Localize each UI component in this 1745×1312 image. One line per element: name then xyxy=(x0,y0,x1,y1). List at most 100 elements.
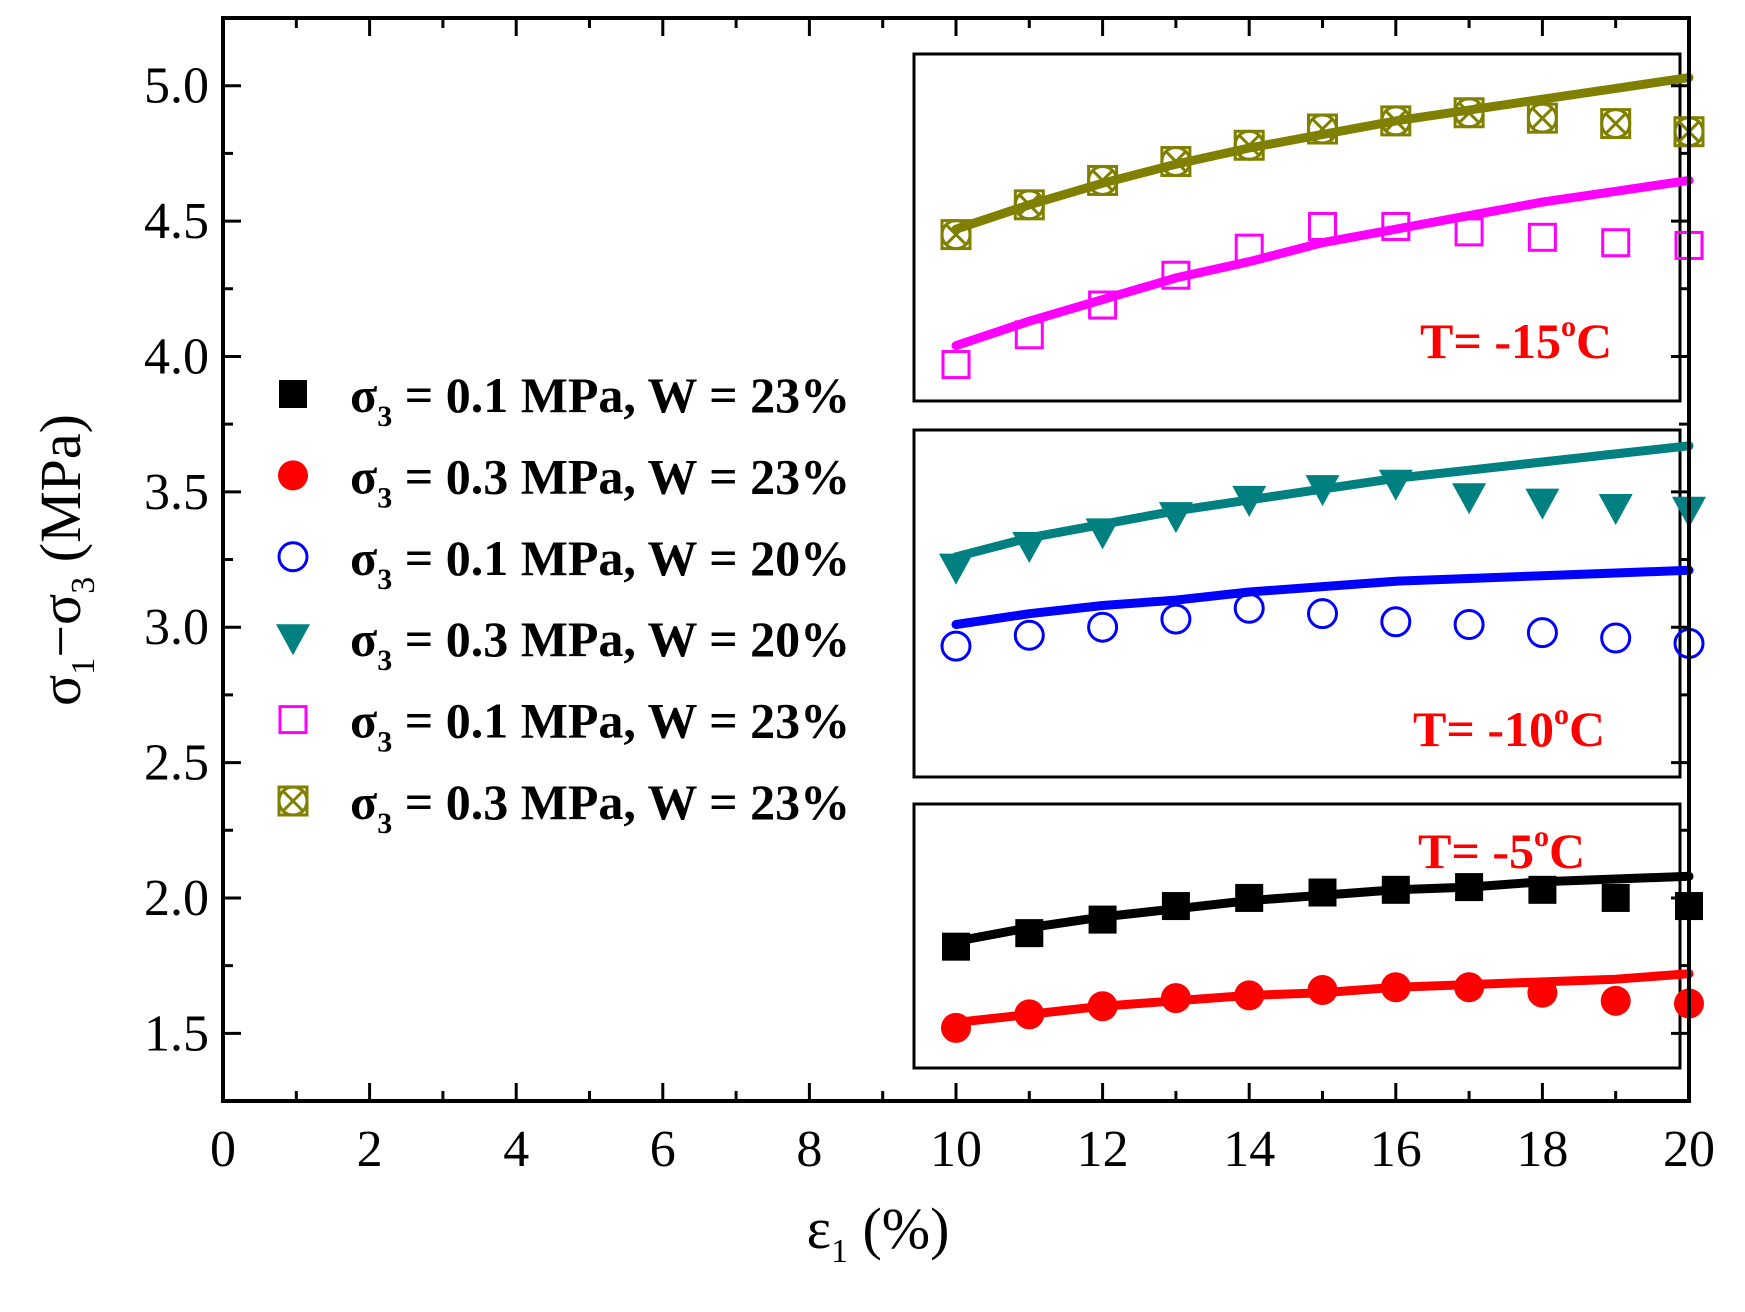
data-point-series-4 xyxy=(1308,211,1337,241)
marker-shape xyxy=(1233,592,1265,624)
data-point-series-4 xyxy=(941,350,971,380)
data-point-series-4 xyxy=(1161,260,1191,290)
marker-shape xyxy=(1088,290,1118,320)
data-point-series-0 xyxy=(1381,875,1410,904)
data-point-series-1 xyxy=(1160,983,1191,1014)
legend-label-text: = 0.1 MPa, W = 23% xyxy=(392,693,850,749)
x-tick-label: 14 xyxy=(1223,1121,1275,1178)
marker-shape xyxy=(1452,483,1487,515)
data-point-series-0 xyxy=(1601,883,1630,912)
data-point-series-0 xyxy=(1528,875,1557,904)
marker-shape xyxy=(1158,502,1193,534)
marker-shape xyxy=(1310,116,1335,142)
marker-shape xyxy=(1088,905,1117,934)
data-point-series-4 xyxy=(1381,211,1411,241)
data-point-series-5 xyxy=(1233,129,1265,161)
marker-shape xyxy=(1087,991,1118,1022)
marker-shape xyxy=(1528,875,1557,904)
legend-label-text: = 0.3 MPa, W = 20% xyxy=(392,611,850,667)
legend-label-text: = 0.3 MPa, W = 23% xyxy=(392,774,850,830)
x-tick-label: 18 xyxy=(1516,1121,1568,1178)
marker-shape xyxy=(1601,883,1630,912)
data-point-series-4 xyxy=(1014,320,1044,350)
y-axis-label: σ1−σ3 (MPa) xyxy=(28,414,102,706)
marker-shape xyxy=(939,553,973,585)
data-point-series-1 xyxy=(941,1012,971,1043)
marker-shape xyxy=(1015,919,1044,948)
data-point-series-1 xyxy=(1380,972,1411,1003)
y-tick-label: 1.5 xyxy=(144,1005,209,1062)
marker-shape xyxy=(1017,192,1042,217)
y-tick-label: 3.5 xyxy=(144,464,209,521)
x-tick-label: 20 xyxy=(1663,1121,1715,1178)
legend-label-symbol: σ xyxy=(350,530,377,586)
legend-label: σ3 = 0.3 MPa, W = 23% xyxy=(350,448,850,514)
marker-shape xyxy=(943,222,969,247)
data-point-series-1 xyxy=(1600,985,1631,1016)
legend-marker xyxy=(276,624,310,656)
marker-shape xyxy=(1455,873,1484,902)
marker-shape xyxy=(942,932,970,961)
data-point-series-4 xyxy=(1601,228,1631,258)
marker-shape xyxy=(1380,972,1411,1003)
data-point-series-3 xyxy=(1525,488,1560,520)
marker-shape xyxy=(1308,878,1337,907)
data-point-series-3 xyxy=(1305,475,1340,507)
panel-label-minus-5: T= -5oC xyxy=(1418,820,1585,879)
data-point-series-3 xyxy=(1598,494,1633,526)
marker-shape xyxy=(1453,608,1485,640)
legend-label-subscript: 3 xyxy=(377,481,392,514)
data-point-series-2 xyxy=(1380,606,1412,638)
data-point-series-4 xyxy=(1454,217,1484,247)
marker-shape xyxy=(280,788,306,814)
marker-shape xyxy=(1454,972,1485,1003)
legend-label-text: = 0.3 MPa, W = 23% xyxy=(392,448,850,504)
data-point-series-5 xyxy=(1087,164,1119,196)
marker-shape xyxy=(277,541,309,573)
y-tick-label: 2.0 xyxy=(144,870,209,927)
y-tick-label: 5.0 xyxy=(144,58,209,115)
data-point-series-2 xyxy=(1453,608,1485,640)
marker-shape xyxy=(1600,985,1631,1016)
panel-box-minus-10 xyxy=(912,428,1682,779)
legend-label: σ3 = 0.3 MPa, W = 23% xyxy=(350,774,850,840)
marker-shape xyxy=(1381,211,1411,241)
y-tick-label: 4.5 xyxy=(144,193,209,250)
marker-shape xyxy=(1600,108,1632,140)
legend-label-subscript: 3 xyxy=(377,726,392,759)
marker-shape xyxy=(276,624,310,656)
marker-shape xyxy=(1381,875,1410,904)
marker-shape xyxy=(1090,168,1115,193)
y-tick-label: 3.0 xyxy=(144,599,209,656)
data-point-series-1 xyxy=(1087,991,1118,1022)
marker-shape xyxy=(1454,217,1484,247)
data-point-series-0 xyxy=(1015,919,1044,948)
marker-shape xyxy=(1160,145,1192,177)
panel-box-minus-15 xyxy=(912,52,1682,403)
marker-shape xyxy=(278,705,308,735)
fit-line-series-2 xyxy=(951,565,1694,629)
marker-shape xyxy=(940,219,972,251)
marker-shape xyxy=(1380,606,1412,638)
data-point-series-4 xyxy=(1234,233,1264,263)
marker-shape xyxy=(1383,108,1408,133)
data-point-series-2 xyxy=(1526,617,1558,649)
data-point-series-5 xyxy=(1453,97,1485,129)
panel-box-minus-5 xyxy=(912,802,1682,1070)
legend-label-symbol: σ xyxy=(350,367,377,423)
data-point-series-2 xyxy=(1307,598,1338,630)
marker-shape xyxy=(1013,619,1045,651)
data-point-series-4 xyxy=(1088,290,1118,320)
panel-label-minus-15: T= -15oC xyxy=(1420,310,1612,369)
marker-shape xyxy=(1161,892,1190,921)
x-tick-label: 8 xyxy=(796,1121,822,1178)
marker-shape xyxy=(1233,129,1265,161)
marker-shape xyxy=(1232,485,1267,517)
legend-marker xyxy=(277,541,309,573)
marker-shape xyxy=(1308,211,1337,241)
marker-shape xyxy=(1012,531,1047,563)
legend-label: σ3 = 0.3 MPa, W = 20% xyxy=(350,611,850,677)
data-point-series-3 xyxy=(1378,469,1413,501)
marker-shape xyxy=(1527,977,1558,1008)
